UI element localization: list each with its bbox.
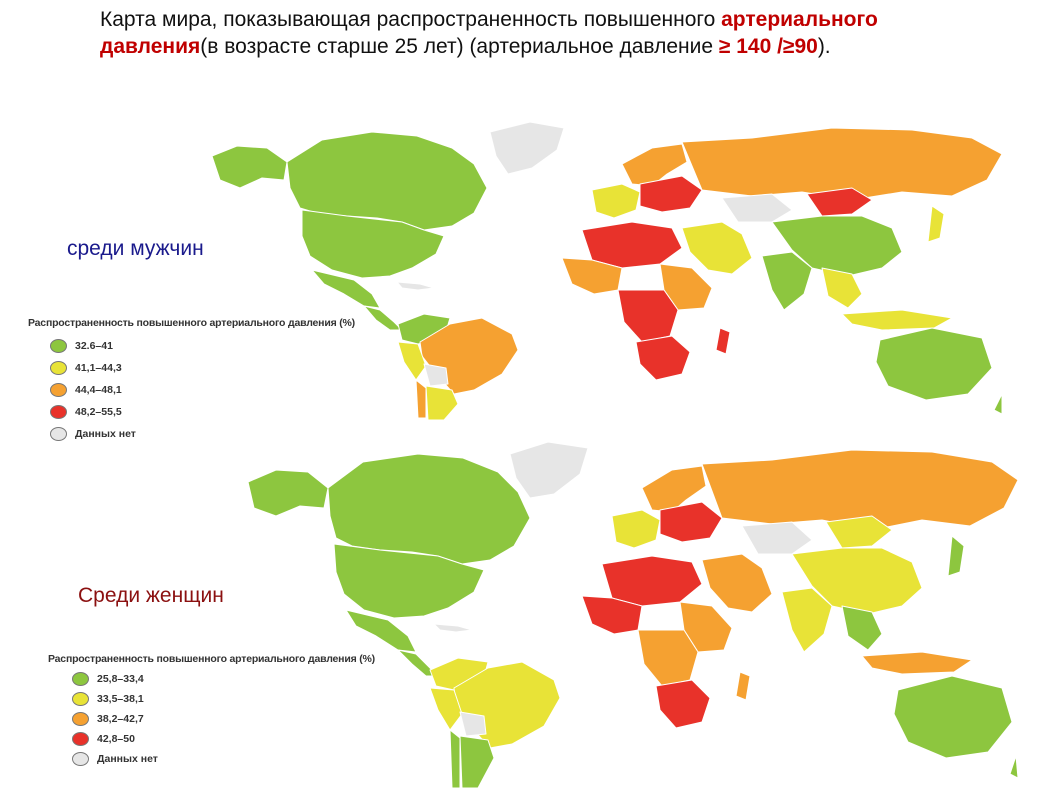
region-africa-north: [601, 555, 703, 607]
title-highlight-3: ≥ 140 /≥90: [718, 35, 818, 58]
region-central-america: [363, 305, 403, 331]
legend-label: 44,4–48,1: [75, 384, 122, 396]
region-bolivia: [459, 711, 487, 737]
region-cuba: [396, 281, 435, 291]
world-map-women: [248, 441, 1018, 789]
region-europe-east: [639, 175, 703, 213]
region-japan: [947, 535, 965, 577]
region-chile: [415, 379, 427, 419]
region-australia: [875, 327, 993, 401]
region-indonesia: [861, 651, 973, 675]
legend-women: Распространенность повышенного артериаль…: [48, 653, 375, 769]
region-europe-north: [641, 465, 707, 513]
legend-swatch: [50, 405, 67, 419]
legend-women-title: Распространенность повышенного артериаль…: [48, 653, 375, 665]
region-greenland: [509, 441, 589, 499]
title-highlight-1: артериального: [721, 8, 878, 31]
region-southeast-asia: [841, 605, 883, 651]
region-southeast-asia: [821, 267, 863, 309]
legend-label: Данных нет: [75, 428, 136, 440]
region-mexico: [311, 269, 381, 309]
region-kazakhstan: [741, 521, 813, 555]
legend-label: 42,8–50: [97, 733, 135, 745]
region-new-zealand: [1009, 755, 1018, 779]
legend-women-item: Данных нет: [72, 749, 375, 769]
legend-label: 38,2–42,7: [97, 713, 144, 725]
region-usa: [301, 209, 445, 279]
region-kazakhstan: [721, 193, 793, 223]
men-section-label: среди мужчин: [67, 237, 204, 260]
legend-swatch: [72, 712, 89, 726]
legend-swatch: [50, 427, 67, 441]
legend-swatch: [50, 339, 67, 353]
legend-swatch: [72, 752, 89, 766]
legend-women-item: 38,2–42,7: [72, 709, 375, 729]
region-middle-east: [701, 553, 773, 613]
legend-women-item: 25,8–33,4: [72, 669, 375, 689]
region-madagascar: [715, 327, 731, 355]
legend-swatch: [72, 732, 89, 746]
region-bolivia: [423, 363, 449, 387]
legend-women-item: 33,5–38,1: [72, 689, 375, 709]
region-mongolia: [806, 187, 873, 217]
legend-men-item: Данных нет: [50, 423, 355, 445]
region-europe-west: [591, 183, 641, 219]
legend-men: Распространенность повышенного артериаль…: [28, 317, 355, 445]
legend-men-title: Распространенность повышенного артериаль…: [28, 317, 355, 329]
legend-label: 33,5–38,1: [97, 693, 144, 705]
region-usa: [333, 543, 485, 619]
world-map-men: [212, 121, 1002, 421]
region-india: [781, 587, 833, 653]
region-middle-east: [681, 221, 753, 275]
title-text-end: ).: [817, 35, 831, 58]
region-argentina: [459, 735, 495, 789]
region-africa-south: [635, 335, 691, 381]
region-indonesia: [841, 309, 953, 331]
region-madagascar: [735, 671, 751, 701]
title-highlight-2: давления: [100, 35, 201, 58]
region-argentina: [425, 385, 459, 421]
region-peru: [397, 341, 427, 381]
women-section-label: Среди женщин: [78, 584, 224, 607]
title-text-1: Карта мира, показывающая распространенно…: [100, 8, 722, 31]
legend-men-item: 48,2–55,5: [50, 401, 355, 423]
legend-label: 41,1–44,3: [75, 362, 122, 374]
region-europe-east: [659, 501, 723, 543]
region-new-zealand: [993, 393, 1002, 415]
legend-men-item: 41,1–44,3: [50, 357, 355, 379]
region-australia: [893, 675, 1013, 759]
legend-label: Данных нет: [97, 753, 158, 765]
slide-title: Карта мира, показывающая распространенно…: [100, 6, 1030, 60]
legend-women-item: 42,8–50: [72, 729, 375, 749]
region-europe-west: [611, 509, 661, 549]
legend-label: 48,2–55,5: [75, 406, 122, 418]
legend-men-item: 44,4–48,1: [50, 379, 355, 401]
region-china: [771, 215, 903, 277]
region-africa-south: [655, 679, 711, 729]
legend-men-item: 32.6–41: [50, 335, 355, 357]
region-africa-central: [637, 629, 699, 687]
region-alaska: [212, 145, 288, 189]
legend-swatch: [50, 383, 67, 397]
region-canada: [327, 453, 531, 565]
region-mongolia: [825, 515, 893, 549]
region-india: [761, 251, 813, 311]
legend-label: 32.6–41: [75, 340, 113, 352]
region-china: [791, 547, 923, 615]
title-text-2: (в возрасте старше 25 лет) (артериальное…: [200, 35, 719, 58]
region-mexico: [345, 609, 417, 653]
legend-swatch: [72, 672, 89, 686]
region-europe-north: [621, 143, 688, 187]
legend-swatch: [72, 692, 89, 706]
legend-swatch: [50, 361, 67, 375]
region-greenland: [489, 121, 565, 175]
region-alaska: [248, 469, 329, 517]
region-japan: [927, 205, 945, 243]
legend-label: 25,8–33,4: [97, 673, 144, 685]
region-cuba: [433, 623, 473, 633]
region-chile: [449, 729, 461, 789]
region-africa-central: [617, 289, 679, 343]
region-peru: [429, 687, 463, 731]
